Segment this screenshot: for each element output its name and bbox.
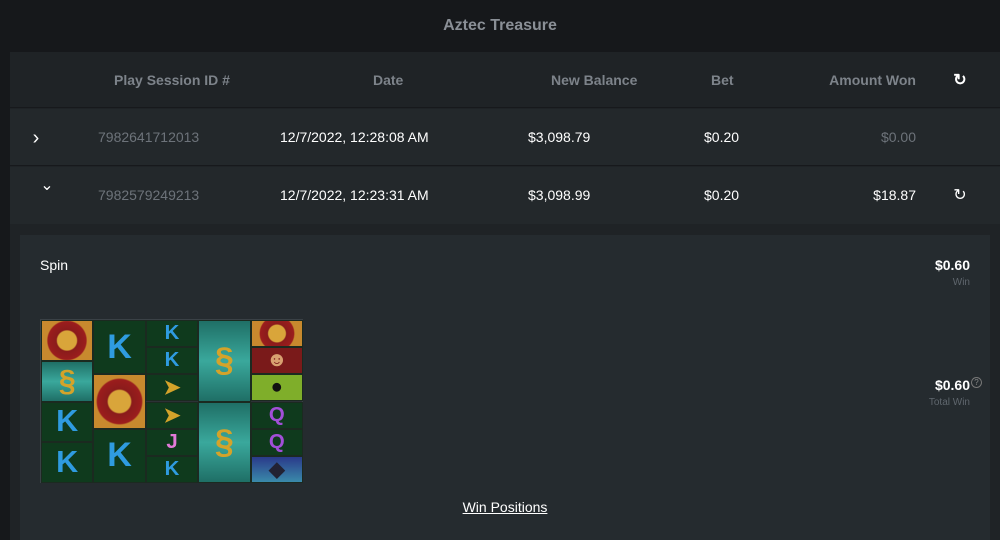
- table-row[interactable]: ⌄ 7982579249213 12/7/2022, 12:23:31 AM $…: [10, 167, 1000, 224]
- symbol-q: Q: [250, 401, 303, 429]
- symbol-wheel: [250, 320, 303, 348]
- chevron-down-icon[interactable]: ⌄: [40, 177, 54, 194]
- header-new-balance: New Balance: [551, 72, 638, 88]
- reel-grid: § K K K K K K ➤ ➤ J K § § ☻ ● Q Q ◆: [40, 319, 303, 483]
- symbol-panther: ◆: [250, 455, 303, 483]
- symbol-k: K: [93, 320, 146, 375]
- bet: $0.20: [704, 129, 740, 145]
- header-bet: Bet: [711, 72, 734, 88]
- symbol-k: K: [41, 401, 94, 443]
- symbol-q: Q: [250, 428, 303, 456]
- amount-won: $18.87: [873, 187, 916, 203]
- header-session-id: Play Session ID #: [114, 72, 230, 88]
- symbol-j: J: [145, 428, 199, 456]
- date: 12/7/2022, 12:23:31 AM: [280, 187, 429, 203]
- help-icon[interactable]: ?: [971, 377, 982, 388]
- symbol-explorer: ☻: [250, 347, 303, 375]
- total-win-label: Total Win: [928, 397, 970, 408]
- win-label: Win: [952, 277, 970, 288]
- win-value: $0.60: [934, 257, 970, 273]
- win-amount: $0.60 Win: [935, 257, 970, 288]
- history-table: Play Session ID # Date New Balance Bet A…: [10, 52, 1000, 540]
- session-id: 7982579249213: [98, 187, 200, 203]
- symbol-snake: §: [41, 360, 94, 402]
- game-title: Aztec Treasure: [443, 17, 557, 34]
- chevron-right-icon[interactable]: ›: [32, 127, 40, 149]
- symbol-horn: ➤: [145, 374, 199, 402]
- session-id: 7982641712013: [98, 129, 200, 145]
- win-positions-link[interactable]: Win Positions: [462, 499, 548, 515]
- refresh-icon[interactable]: ↻: [953, 72, 967, 89]
- total-win-value: $0.60: [934, 377, 970, 393]
- date: 12/7/2022, 12:28:08 AM: [280, 129, 429, 145]
- symbol-wheel: [41, 320, 94, 361]
- header-date: Date: [373, 72, 404, 88]
- bet: $0.20: [704, 187, 740, 203]
- header-amount-won: Amount Won: [829, 72, 916, 88]
- new-balance: $3,098.79: [528, 129, 591, 145]
- symbol-k: K: [41, 442, 94, 483]
- table-header: Play Session ID # Date New Balance Bet A…: [10, 52, 1000, 108]
- table-row[interactable]: › 7982641712013 12/7/2022, 12:28:08 AM $…: [10, 109, 1000, 166]
- symbol-snake: §: [198, 320, 251, 402]
- symbol-k: K: [93, 428, 146, 483]
- symbol-snake: §: [198, 401, 251, 483]
- spin-detail: Spin $0.60 Win $0.60? Total Win § K K K K K K ➤…: [20, 235, 990, 540]
- symbol-k: K: [145, 347, 199, 375]
- symbol-toucan: ●: [250, 374, 303, 402]
- symbol-k: K: [145, 320, 199, 348]
- symbol-k: K: [145, 455, 199, 483]
- symbol-horn: ➤: [145, 401, 199, 429]
- total-win: $0.60? Total Win: [929, 377, 982, 408]
- replay-icon[interactable]: ↻: [953, 187, 967, 204]
- symbol-wheel: [93, 374, 146, 429]
- new-balance: $3,098.99: [528, 187, 591, 203]
- amount-won: $0.00: [880, 129, 916, 145]
- spin-label: Spin: [40, 257, 69, 273]
